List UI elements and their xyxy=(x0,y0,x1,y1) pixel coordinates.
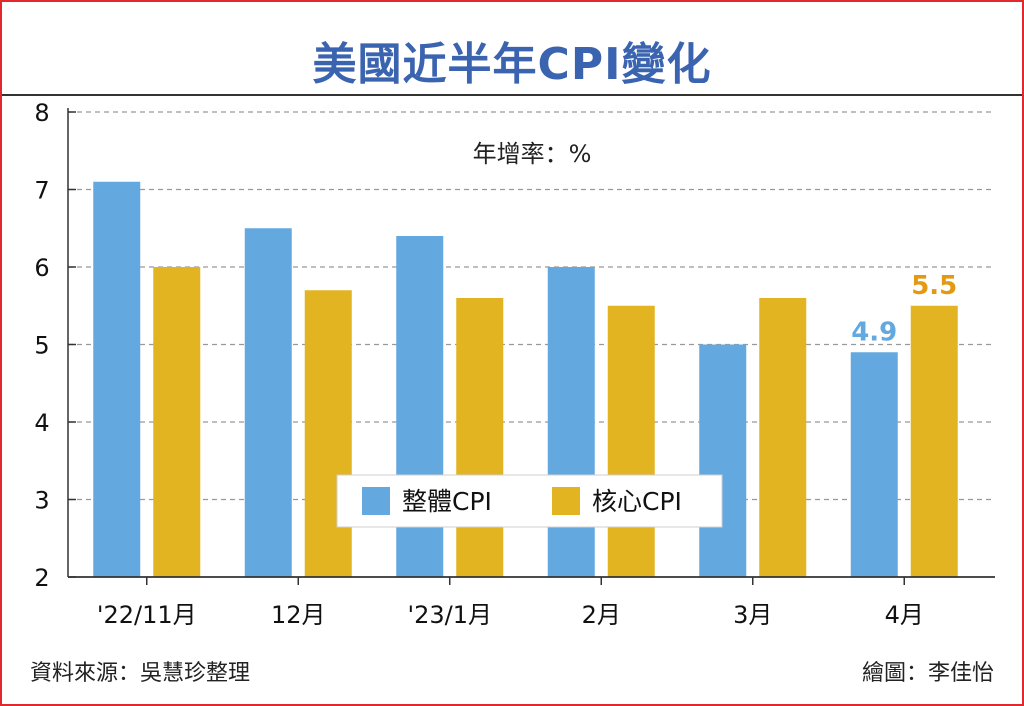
x-tick-label: 2月 xyxy=(582,601,621,629)
legend-label: 整體CPI xyxy=(402,487,492,516)
y-axis-ticks: 2 3 4 5 6 7 8 xyxy=(34,99,76,592)
y-tick-label: 2 xyxy=(34,564,49,592)
legend-box xyxy=(336,474,723,528)
bar-core-cpi xyxy=(910,305,958,577)
credit-note: 繪圖：李佳怡 xyxy=(861,661,994,686)
x-tick-label: '23/1月 xyxy=(408,601,493,629)
data-label: 5.5 xyxy=(911,271,957,301)
data-labels: 4.9 5.5 xyxy=(851,271,957,348)
legend-swatch xyxy=(552,487,580,515)
unit-label: 年增率：% xyxy=(473,140,592,168)
y-tick-label: 4 xyxy=(34,409,49,437)
x-tick-label: '22/11月 xyxy=(97,601,197,629)
chart-title: 美國近半年CPI變化 xyxy=(312,39,712,90)
y-tick-label: 8 xyxy=(34,99,49,127)
bar-core-cpi xyxy=(607,305,655,577)
bar-core-cpi xyxy=(759,298,807,577)
y-tick-label: 3 xyxy=(34,487,49,515)
y-tick-label: 6 xyxy=(34,254,49,282)
x-axis: '22/11月 12月 '23/1月 2月 3月 4月 xyxy=(68,576,995,629)
bar-headline-cpi xyxy=(850,352,898,577)
bar-headline-cpi xyxy=(699,344,747,577)
gridlines xyxy=(68,111,995,501)
x-tick-label: 12月 xyxy=(271,601,326,629)
legend: 整體CPI 核心CPI xyxy=(336,474,723,528)
source-note: 資料來源：吳慧珍整理 xyxy=(30,661,251,686)
y-tick-label: 5 xyxy=(34,332,49,360)
bar-headline-cpi xyxy=(244,228,292,577)
legend-label: 核心CPI xyxy=(592,487,682,516)
bar-core-cpi xyxy=(304,290,352,577)
bar-headline-cpi xyxy=(547,267,595,577)
title-divider xyxy=(2,94,1022,96)
bar-core-cpi xyxy=(456,298,504,577)
bars xyxy=(93,181,958,577)
y-tick-label: 7 xyxy=(34,177,49,205)
legend-swatch xyxy=(362,487,390,515)
bar-headline-cpi xyxy=(93,181,141,577)
bar-core-cpi xyxy=(153,267,201,577)
x-tick-label: 4月 xyxy=(885,601,924,629)
x-tick-label: 3月 xyxy=(733,601,772,629)
data-label: 4.9 xyxy=(851,317,897,347)
